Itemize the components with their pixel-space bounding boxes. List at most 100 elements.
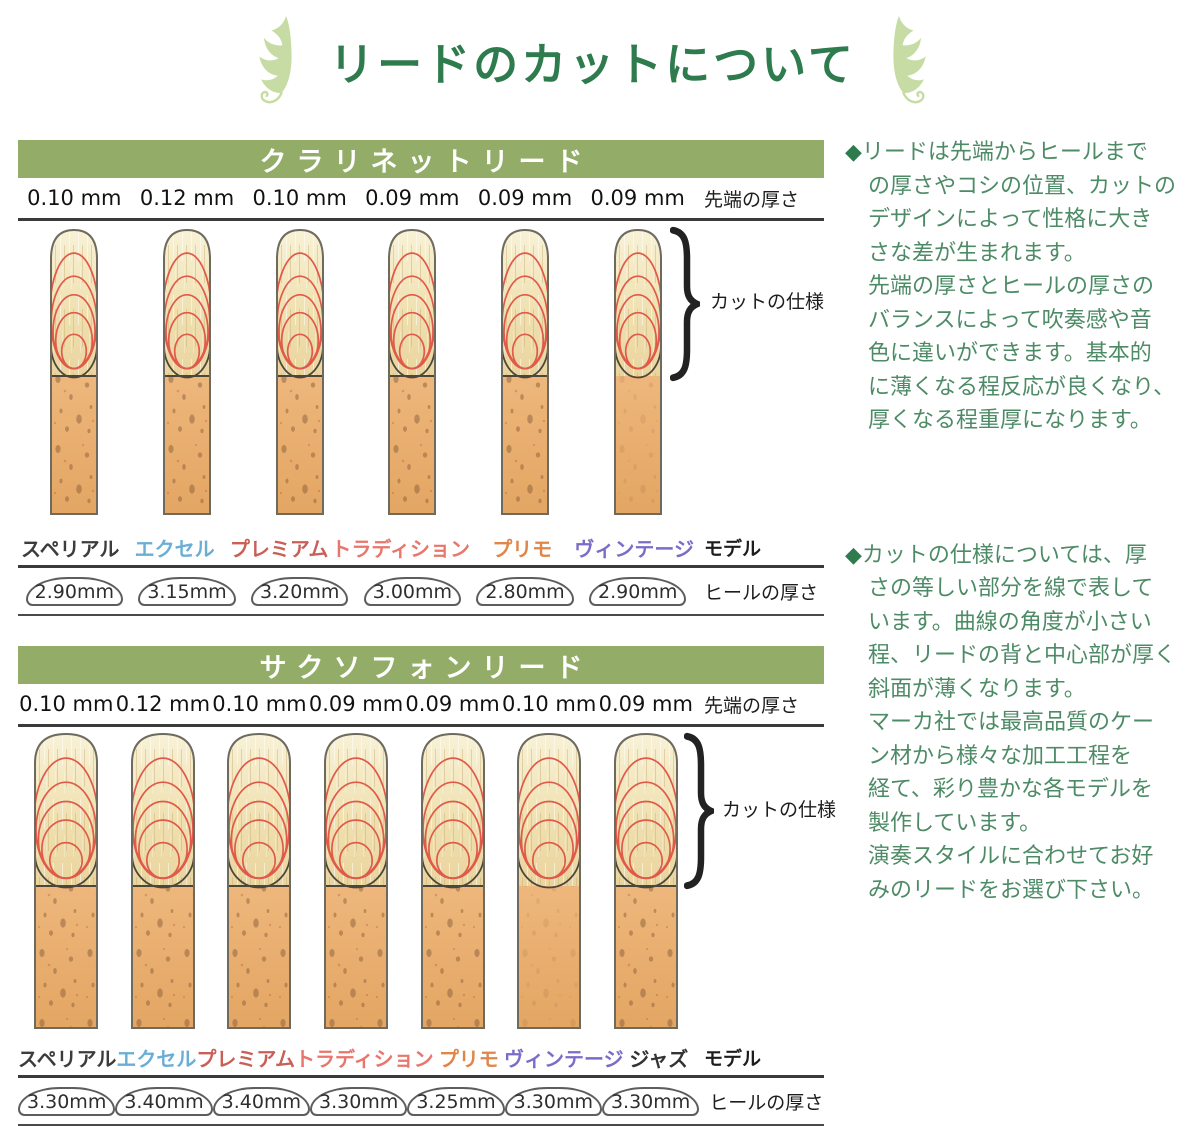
- model-name: プレミアム: [196, 1046, 296, 1071]
- info-paragraph-cut-spec: ◆カットの仕様については、厚 さの等しい部分を線で表して います。曲線の角度が小さい…: [845, 539, 1185, 908]
- heel-thickness-value: 3.30mm: [309, 1086, 408, 1116]
- reed-column: [18, 227, 131, 517]
- paragraph-line: 色に違いができます。基本的: [868, 341, 1152, 366]
- tip-thickness-value: 0.09 mm: [590, 186, 685, 210]
- model-name: エクセル: [116, 1046, 197, 1071]
- paragraph-line: 厚くなる程重厚になります。: [868, 408, 1152, 433]
- tip-thickness-value: 0.10 mm: [19, 692, 114, 716]
- heel-thickness-value: 3.40mm: [212, 1086, 310, 1116]
- heel-cell: 2.90mm: [581, 576, 694, 606]
- reed-column: [469, 227, 582, 517]
- heel-cell: 3.30mm: [18, 1086, 116, 1116]
- page-header: リードのカットについて: [0, 12, 1185, 108]
- paragraph-line: デザインによって性格に大き: [868, 207, 1153, 232]
- heel-thickness-value: 3.40mm: [115, 1086, 213, 1116]
- heel-cell: 2.80mm: [469, 576, 582, 606]
- heel-thickness-value: 3.30mm: [601, 1086, 700, 1116]
- heel-thickness-value: 3.25mm: [407, 1086, 505, 1116]
- cut-spec-brace: [669, 225, 706, 383]
- reed-images-row: カットの仕様: [18, 727, 836, 1039]
- reed-illustration: [130, 732, 195, 1029]
- model-row: スペリアル エクセル プレミアム トラディション プリモ ヴィンテージ モデル: [18, 529, 824, 568]
- model-name: スペリアル: [21, 536, 120, 561]
- clarinet-banner: クラリネットリード: [18, 140, 824, 178]
- cut-spec-label: カットの仕様: [722, 799, 837, 821]
- tip-thickness-value: 0.09 mm: [308, 692, 404, 716]
- reed-illustration: [275, 228, 324, 515]
- tip-thickness-value: 0.12 mm: [115, 692, 211, 716]
- paragraph-line: 演奏スタイルに合わせてお好: [868, 844, 1154, 869]
- reed-illustration: [613, 228, 662, 515]
- reed-illustration: [324, 732, 389, 1029]
- paragraph-line: みのリードをお選び下さい。: [868, 877, 1155, 903]
- tip-thickness-value: 0.09 mm: [405, 692, 500, 716]
- diamond-bullet-icon: ◆: [845, 140, 862, 165]
- tip-thickness-value: 0.09 mm: [477, 186, 573, 210]
- tip-thickness-value: 0.10 mm: [27, 186, 122, 210]
- saxophone-banner: サクソフォンリード: [18, 646, 824, 684]
- reed-column: [115, 731, 212, 1031]
- paragraph-line: 先端の厚さとヒールの厚さの: [868, 274, 1155, 299]
- heel-thickness-value: 3.00mm: [363, 576, 462, 606]
- model-name: プリモ: [438, 1046, 499, 1071]
- reed-column: [356, 227, 469, 517]
- heel-cell: 2.90mm: [18, 576, 131, 606]
- tip-thickness-row: 0.10 mm 0.12 mm 0.10 mm 0.09 mm 0.09 mm 0.09 …: [18, 178, 824, 221]
- tip-thickness-label: 先端の厚さ: [704, 188, 800, 211]
- heel-thickness-value: 2.90mm: [589, 576, 687, 606]
- leaf-decoration-icon: [259, 15, 292, 104]
- heel-thickness-value: 2.90mm: [25, 576, 123, 606]
- paragraph-line: ン材から様々な加工工程を: [868, 743, 1133, 769]
- reed-tables: クラリネットリード 0.10 mm 0.12 mm 0.10 mm 0.09 mm 0.…: [18, 140, 836, 1126]
- heel-thickness-label: ヒールの厚さ: [704, 581, 819, 604]
- reed-illustration: [501, 228, 550, 515]
- paragraph-line: カットの仕様については、厚: [861, 542, 1147, 568]
- heel-cell: 3.20mm: [243, 576, 356, 606]
- tip-thickness-row: 0.10 mm 0.12 mm 0.10 mm 0.09 mm 0.09 mm 0.10 …: [18, 684, 824, 727]
- model-name: エクセル: [134, 536, 215, 561]
- tip-thickness-value: 0.10 mm: [252, 186, 347, 210]
- paragraph-line: バランスによって吹奏感や音: [868, 307, 1152, 333]
- heel-thickness-value: 3.15mm: [138, 576, 236, 606]
- reed-illustration: [388, 228, 437, 515]
- paragraph-line: さな差が生まれます。: [868, 240, 1086, 266]
- heel-thickness-value: 3.30mm: [504, 1086, 602, 1116]
- tip-thickness-value: 0.10 mm: [502, 692, 597, 716]
- reed-illustration: [50, 228, 99, 515]
- paragraph-line: マーカ社では最高品質のケー: [868, 710, 1155, 735]
- heel-cell: 3.30mm: [601, 1086, 700, 1116]
- reed-column: [18, 731, 115, 1031]
- model-label: モデル: [704, 1047, 762, 1070]
- paragraph-line: 程、リードの背と中心部が厚く: [868, 643, 1177, 668]
- model-name: ジャズ: [629, 1046, 689, 1071]
- leaf-decoration-icon: [893, 15, 926, 104]
- heel-cell: 3.30mm: [504, 1086, 602, 1116]
- tip-thickness-value: 0.12 mm: [139, 186, 235, 210]
- reed-column: [211, 731, 308, 1031]
- description-column: ◆リードは先端からヒールまで の厚さやコシの位置、カットの デザインによって性格に大…: [845, 136, 1185, 1008]
- model-row: スペリアル エクセル プレミアム トラディション プリモ ヴィンテージ ジャズ モデル: [18, 1039, 824, 1078]
- clarinet-section: クラリネットリード 0.10 mm 0.12 mm 0.10 mm 0.09 mm 0.…: [18, 140, 824, 616]
- model-label: モデル: [704, 537, 762, 560]
- model-name: スペリアル: [18, 1046, 117, 1071]
- model-name: ヴィンテージ: [504, 1046, 624, 1071]
- page-title: リードのカットについて: [329, 37, 856, 91]
- reed-images-row: カットの仕様: [18, 221, 824, 529]
- paragraph-line: リードは先端からヒールまで: [861, 140, 1148, 165]
- heel-cell: 3.15mm: [131, 576, 244, 606]
- heel-cell: 3.40mm: [212, 1086, 310, 1116]
- heel-thickness-value: 2.80mm: [476, 576, 574, 606]
- paragraph-line: 経て、彩り豊かな各モデルを: [868, 777, 1153, 802]
- heel-thickness-label: ヒールの厚さ: [709, 1091, 824, 1114]
- heel-thickness-row: 3.30mm 3.40mm 3.40mm 3.30mm 3.25mm 3.30mm 3.30…: [18, 1078, 824, 1126]
- heel-cell: 3.00mm: [356, 576, 469, 606]
- paragraph-line: 斜面が薄くなります。: [868, 676, 1086, 702]
- reed-column: [404, 731, 501, 1031]
- saxophone-section: サクソフォンリード 0.10 mm 0.12 mm 0.10 mm 0.09 mm 0.…: [18, 646, 836, 1126]
- paragraph-line: さの等しい部分を線で表して: [868, 576, 1154, 601]
- tip-thickness-value: 0.09 mm: [598, 692, 693, 716]
- model-name: プレミアム: [229, 536, 329, 561]
- reed-column: [581, 227, 694, 517]
- tip-thickness-label: 先端の厚さ: [704, 694, 800, 717]
